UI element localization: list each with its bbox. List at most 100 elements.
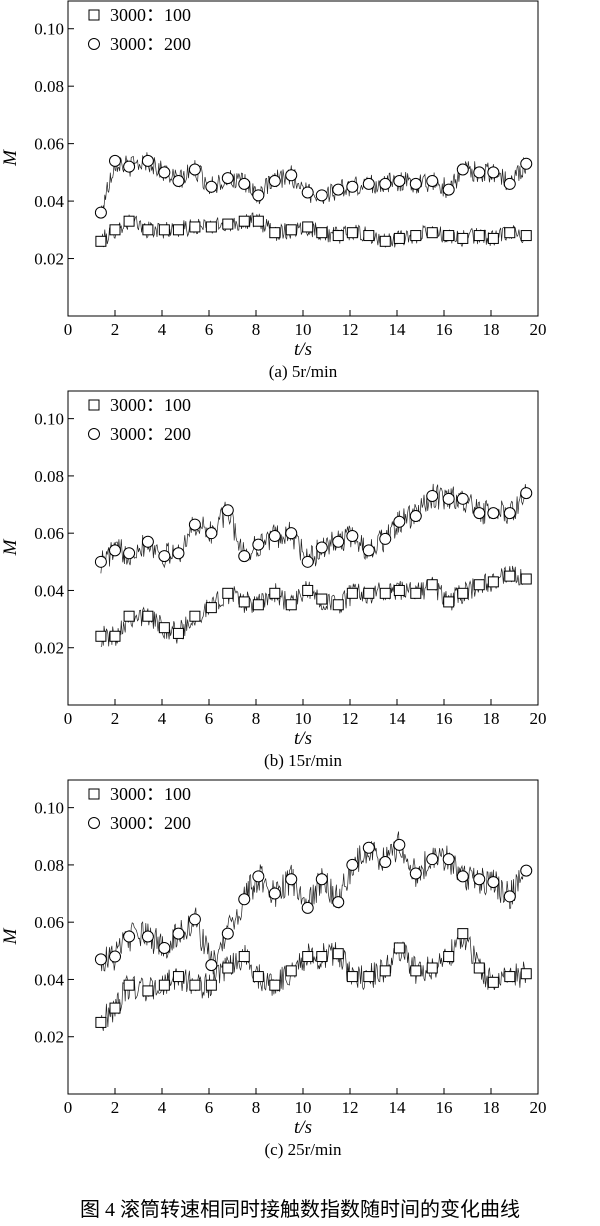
square-marker [363, 971, 375, 983]
square-marker [238, 951, 250, 963]
circle-marker [456, 870, 469, 883]
legend-entry: 3000：100 [110, 5, 191, 25]
circle-marker [123, 547, 136, 560]
circle-marker [520, 864, 533, 877]
legend-entry: 3000：200 [110, 424, 191, 444]
square-marker [252, 215, 264, 227]
series-trace-square [100, 929, 527, 1031]
x-tick-label: 4 [158, 709, 167, 728]
square-marker [109, 630, 121, 642]
circle-marker [409, 177, 422, 190]
square-marker [302, 951, 314, 963]
square-marker [285, 965, 297, 977]
square-marker [346, 971, 358, 983]
legend-entry: 3000：100 [110, 784, 191, 804]
legend-square-icon [88, 788, 100, 800]
square-marker [252, 971, 264, 983]
y-tick-label: 0.06 [34, 135, 64, 154]
square-marker [222, 218, 234, 230]
x-tick-label: 20 [530, 1098, 547, 1117]
circle-marker [426, 489, 439, 502]
square-marker [520, 230, 532, 242]
circle-marker [473, 873, 486, 886]
circle-marker [221, 927, 234, 940]
x-tick-label: 8 [252, 320, 261, 339]
circle-marker [346, 530, 359, 543]
circle-marker [141, 154, 154, 167]
circle-marker [205, 180, 218, 193]
circle-marker [362, 544, 375, 557]
square-marker [457, 232, 469, 244]
circle-marker [393, 515, 406, 528]
circle-marker [346, 180, 359, 193]
circle-marker [332, 896, 345, 909]
square-marker [363, 587, 375, 599]
circle-marker [94, 555, 107, 568]
circle-marker [109, 544, 121, 557]
square-marker [302, 221, 314, 233]
circle-marker [252, 538, 265, 551]
x-tick-label: 18 [483, 320, 500, 339]
square-marker [379, 965, 391, 977]
panel-caption: (c) 25r/min [265, 1140, 342, 1159]
circle-marker [285, 527, 298, 540]
y-axis-title: M [0, 927, 21, 945]
y-tick-label: 0.04 [34, 970, 64, 989]
circle-marker [301, 901, 314, 914]
square-marker [443, 596, 455, 608]
circle-marker [315, 189, 328, 202]
y-tick-label: 0.06 [34, 524, 64, 543]
circle-marker [252, 189, 265, 202]
y-tick-label: 0.08 [34, 77, 64, 96]
circle-marker [426, 174, 439, 187]
x-tick-label: 18 [483, 1098, 500, 1117]
series-trace-square [100, 212, 527, 248]
square-marker [222, 587, 234, 599]
legend-circle-icon [88, 428, 100, 440]
chart-panel-a: 0 2 4 6 8 10 12 14 16 18 20 0.02 0.04 0.06 0.08 0.10 t/s… [0, 0, 547, 381]
x-tick-label: 18 [483, 709, 500, 728]
square-marker [189, 610, 201, 622]
square-marker [316, 593, 328, 605]
square-marker [443, 230, 455, 242]
circle-marker [379, 856, 392, 869]
x-tick-label: 10 [295, 320, 312, 339]
x-axis-title: t/s [294, 1117, 312, 1138]
x-tick-label: 2 [111, 320, 120, 339]
circle-marker [141, 535, 154, 548]
series-trace-circle [100, 831, 527, 975]
legend-entry: 3000：200 [110, 813, 191, 833]
square-marker [123, 979, 135, 991]
square-marker [316, 227, 328, 239]
x-tick-label: 2 [111, 1098, 120, 1117]
circle-marker [268, 530, 281, 543]
circle-marker [456, 163, 469, 176]
x-tick-label: 4 [158, 1098, 167, 1117]
circle-marker [158, 166, 171, 179]
square-marker [473, 579, 485, 591]
circle-marker [409, 867, 422, 880]
legend-entry: 3000：200 [110, 34, 191, 54]
circle-marker [221, 504, 234, 517]
chart-panel-c: 0 2 4 6 8 10 12 14 16 18 20 0.02 0.04 0.06 0.08 0.10 t/s… [0, 779, 547, 1159]
y-tick-label: 0.02 [34, 250, 64, 269]
x-tick-label: 14 [389, 709, 407, 728]
circle-marker [442, 853, 455, 866]
y-tick-label: 0.02 [34, 1028, 64, 1047]
square-marker [332, 599, 344, 611]
square-marker [269, 587, 281, 599]
circle-marker [172, 927, 185, 940]
y-tick-label: 0.04 [34, 581, 64, 600]
square-marker [316, 951, 328, 963]
square-marker [504, 971, 516, 983]
circle-marker [520, 157, 533, 170]
x-tick-label: 12 [342, 320, 359, 339]
square-marker [426, 962, 438, 974]
square-marker [189, 221, 201, 233]
square-marker [332, 230, 344, 242]
circle-marker [362, 841, 375, 854]
y-tick-label: 0.02 [34, 639, 64, 658]
square-marker [426, 227, 438, 239]
x-tick-label: 8 [252, 709, 261, 728]
